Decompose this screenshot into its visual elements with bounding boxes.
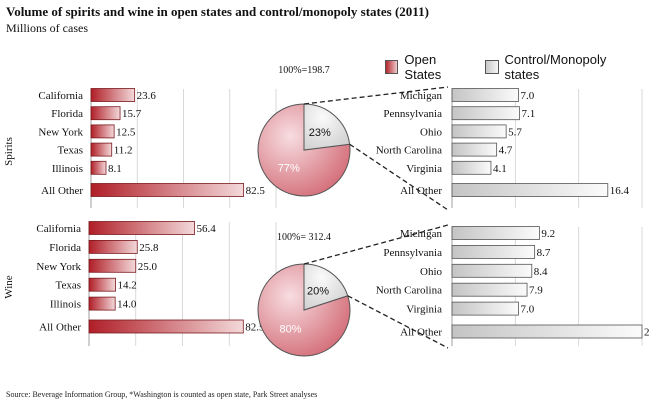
spirits-control-bar [451,124,507,139]
wine-split-connector-top [303,224,449,265]
chart-subtitle: Millions of cases [6,21,88,35]
wine-control-bar [451,244,536,259]
spirits-control-category-label: Ohio [420,126,443,138]
spirits-control-value-label: 5.7 [508,126,522,138]
wine-control-value-label: 7.0 [521,304,535,316]
spirits-open-bar [90,88,136,102]
wine-open-value-label: 14.0 [117,299,137,311]
wine-open-bar [88,319,244,334]
spirits-open-value-label: 23.6 [137,90,157,102]
spirits-control-bar [451,142,498,157]
legend-swatch-control [485,60,499,74]
spirits-open-category-label: Texas [58,145,84,157]
source-footnote: Source: Beverage Information Group, *Was… [6,390,318,399]
wine-open-bar [88,239,138,254]
wine-open-bar [88,258,137,273]
spirits-control-category-label: Michigan [400,90,443,102]
spirits-control-category-label: Virginia [406,163,442,175]
wine-open-category-label: Texas [56,280,82,292]
legend-label-control: Control/Monopoly states [504,52,607,82]
spirits-control-value-label: 4.1 [493,163,507,175]
spirits-open-value-label: 82.5 [246,185,266,197]
wine-control-bar [451,263,533,278]
spirits-open-value-label: 15.7 [122,108,142,120]
wine-open-bar [88,221,195,235]
spirits-split-label-control: 23% [309,127,331,139]
legend-item-control: Control/Monopoly states [485,52,638,82]
wine-open-category-label: Illinois [50,299,81,311]
wine-split-label-control: 20% [307,286,329,298]
spirits-open-category-label: California [38,90,83,102]
spirits-control-value-label: 7.1 [521,108,535,120]
wine-control-category-label: Virginia [406,304,442,316]
wine-control-category-label: Ohio [420,266,443,278]
wine-split-label-open: 80% [279,324,301,336]
wine-open-category-label: New York [36,261,81,273]
wine-open-category-label: Florida [49,242,81,254]
spirits-open-bar [90,106,121,121]
wine-open-bar [88,296,116,311]
wine-control-bar [451,324,643,339]
wine-control-category-label: North Carolina [376,285,442,297]
spirits-split-connector-top [303,86,449,105]
wine-open-value-label: 14.2 [118,280,137,292]
spirits-control-value-label: 16.4 [610,185,630,197]
legend-item-open: Open States [385,52,473,82]
legend-label-open: Open States [404,52,442,82]
spirits-control-category-label: Pennsylvania [383,108,442,120]
spirits-open-group-label: Spirits [3,137,15,166]
spirits-split-slice-control [303,103,351,151]
spirits-split-total-label: 100%=198.7 [278,65,329,76]
spirits-control-value-label: 4.7 [499,145,513,157]
wine-control-bar [451,282,528,297]
wine-control-category-label: Michigan [400,228,443,240]
wine-control-value-label: 8.4 [534,266,548,278]
wine-control-category-label: All Other [400,327,442,339]
wine-control-value-label: 9.2 [541,228,555,240]
wine-control-bar [451,226,540,240]
spirits-open-bar [90,183,245,197]
spirits-control-bar [451,183,609,197]
spirits-control-bar [451,106,520,121]
wine-control-value-label: 8.7 [537,247,551,259]
wine-open-category-label: All Other [39,322,81,334]
wine-control-category-label: Pennsylvania [383,247,442,259]
spirits-control-category-label: All Other [400,185,442,197]
wine-split-slice-control [303,263,349,311]
wine-open-category-label: California [36,223,81,235]
wine-control-value-label: 20.0 [644,327,650,339]
spirits-control-value-label: 7.0 [521,90,535,102]
wine-open-value-label: 56.4 [196,223,216,235]
wine-open-value-label: 25.8 [139,242,159,254]
spirits-open-category-label: New York [38,126,83,138]
spirits-open-category-label: Florida [51,108,83,120]
wine-control-value-label: 7.9 [529,285,543,297]
spirits-open-bar [90,160,107,175]
legend-swatch-open [385,60,399,74]
wine-open-group-label: Wine [3,275,15,298]
spirits-open-bar [90,142,113,157]
spirits-open-bar [90,124,115,139]
wine-split-connector-bottom [347,295,449,349]
spirits-control-bar [451,88,519,102]
spirits-open-value-label: 8.1 [108,163,122,175]
legend: Open States Control/Monopoly states [385,52,650,82]
wine-open-bar [88,277,116,292]
spirits-control-category-label: North Carolina [376,145,442,157]
wine-open-value-label: 25.0 [138,261,158,273]
spirits-control-bar [451,160,492,175]
spirits-split-label-open: 77% [278,162,300,174]
spirits-split-connector-bottom [349,143,449,211]
spirits-open-category-label: Illinois [52,163,83,175]
chart-title: Volume of spirits and wine in open state… [6,4,429,19]
spirits-open-value-label: 11.2 [114,145,133,157]
wine-control-bar [451,301,519,316]
spirits-open-value-label: 12.5 [116,126,136,138]
wine-split-total-label: 100%= 312.4 [277,232,331,243]
spirits-open-category-label: All Other [41,185,83,197]
